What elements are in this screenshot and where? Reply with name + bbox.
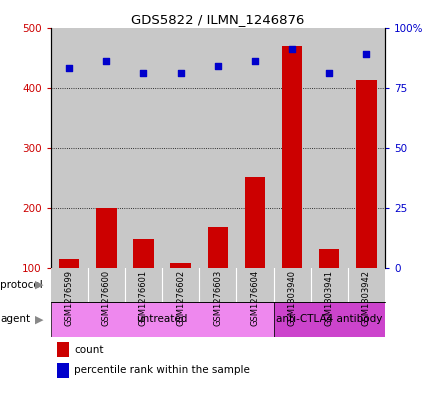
Text: GSM1276602: GSM1276602 (176, 270, 185, 326)
Point (103, 58, 110, 64)
Bar (162, 268, 385, 302)
Text: anti-CTLA4 antibody: anti-CTLA4 antibody (276, 314, 382, 324)
Text: myofibroblast depletion: myofibroblast depletion (211, 280, 336, 290)
Text: control: control (88, 280, 125, 290)
Point (140, 70, 147, 76)
Text: GSM1303940: GSM1303940 (288, 270, 297, 326)
Text: GSM1276599: GSM1276599 (65, 270, 73, 326)
Point (66, 65, 73, 72)
Text: percentile rank within the sample: percentile rank within the sample (74, 365, 250, 375)
Text: GSM1276603: GSM1276603 (213, 270, 222, 326)
Text: ▶: ▶ (35, 314, 44, 324)
Text: GSM1276601: GSM1276601 (139, 270, 148, 326)
Bar (170, 263, 191, 268)
Bar (51, 302, 274, 336)
Bar (51, 268, 162, 302)
Text: GSM1276604: GSM1276604 (250, 270, 260, 326)
Point (326, 70, 333, 76)
Bar (282, 46, 302, 268)
Bar (133, 239, 154, 268)
Point (177, 70, 184, 76)
Bar (356, 81, 377, 268)
Text: GSM1303941: GSM1303941 (325, 270, 334, 326)
Text: count: count (74, 345, 103, 354)
Text: GSM1276600: GSM1276600 (102, 270, 111, 326)
Bar (59, 259, 79, 268)
Bar (208, 227, 228, 268)
Bar (274, 302, 385, 336)
Text: untreated: untreated (136, 314, 188, 324)
Point (289, 46, 296, 52)
Text: agent: agent (0, 314, 30, 324)
Point (214, 63, 221, 69)
Bar (96, 208, 117, 268)
Bar (319, 249, 340, 268)
Point (363, 51, 370, 57)
Text: GSM1303942: GSM1303942 (362, 270, 371, 326)
Point (251, 58, 258, 64)
Text: protocol: protocol (0, 280, 43, 290)
Title: GDS5822 / ILMN_1246876: GDS5822 / ILMN_1246876 (131, 13, 304, 26)
Bar (57, 364, 69, 378)
Bar (245, 176, 265, 268)
Text: ▶: ▶ (35, 280, 44, 290)
Bar (57, 342, 69, 357)
